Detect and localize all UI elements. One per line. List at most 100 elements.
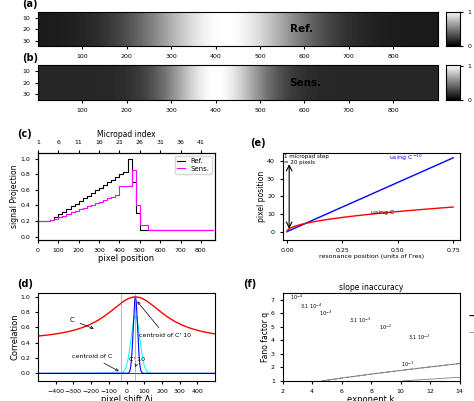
X-axis label: Micropad index: Micropad index xyxy=(97,130,156,139)
Ref. xyxy=(121,169,127,174)
Sens. xyxy=(55,215,61,219)
Text: centroid of C: centroid of C xyxy=(72,354,118,371)
Y-axis label: pixel position: pixel position xyxy=(256,171,265,222)
Text: (f): (f) xyxy=(244,279,257,289)
Text: 3.1 10$^{-3}$: 3.1 10$^{-3}$ xyxy=(349,316,371,325)
Text: 10$^{-3}$: 10$^{-3}$ xyxy=(319,309,332,318)
Sens. xyxy=(92,200,98,205)
Y-axis label: Fano factor q: Fano factor q xyxy=(261,312,270,362)
Sens. xyxy=(51,216,57,221)
Ref. xyxy=(104,180,110,185)
Legend: Ref., Sens.: Ref., Sens. xyxy=(174,156,212,174)
Sens. xyxy=(64,212,69,217)
Sens. xyxy=(165,228,171,233)
Ref. xyxy=(133,211,138,216)
Ref. xyxy=(35,219,41,223)
Sens. xyxy=(117,184,122,188)
Ref. xyxy=(182,228,187,233)
Ref. xyxy=(210,228,216,233)
Sens. xyxy=(198,228,204,233)
Line: Sens.: Sens. xyxy=(38,170,213,230)
Text: C' 10: C' 10 xyxy=(129,357,145,367)
Ref. xyxy=(149,228,155,233)
Ref. xyxy=(194,228,200,233)
Ref. xyxy=(190,228,196,233)
Sens. xyxy=(190,228,196,233)
Text: 3.1 10$^{-4}$: 3.1 10$^{-4}$ xyxy=(300,302,323,311)
Sens. xyxy=(182,228,187,233)
Text: 10$^{-1}$: 10$^{-1}$ xyxy=(401,360,414,369)
Text: (c): (c) xyxy=(17,130,31,140)
Sens. xyxy=(178,228,183,233)
Sens. xyxy=(125,184,130,188)
Sens. xyxy=(72,209,77,213)
Line: Ref.: Ref. xyxy=(38,159,213,230)
Sens. xyxy=(210,228,216,233)
Sens. xyxy=(88,202,94,207)
Sens. xyxy=(39,219,45,223)
Sens. xyxy=(133,203,138,208)
Y-axis label: signal Projection: signal Projection xyxy=(10,165,19,228)
Ref. xyxy=(186,228,191,233)
Ref. xyxy=(88,190,94,195)
Sens. xyxy=(194,228,200,233)
X-axis label: pixel position: pixel position xyxy=(99,255,155,263)
Ref. xyxy=(202,228,208,233)
Text: 3.1 10$^{-2}$: 3.1 10$^{-2}$ xyxy=(408,333,430,342)
Text: using C: using C xyxy=(371,210,394,215)
Text: 10$^{-4}$: 10$^{-4}$ xyxy=(290,292,303,302)
Ref. xyxy=(68,204,73,209)
Ref. xyxy=(96,185,102,190)
Ref. xyxy=(76,198,82,203)
Sens. xyxy=(149,228,155,233)
Ref. xyxy=(165,228,171,233)
Ref. xyxy=(129,180,135,184)
Ref. xyxy=(60,209,65,214)
Ref. xyxy=(153,228,159,233)
Sens. xyxy=(173,228,179,233)
Ref. xyxy=(92,188,98,193)
X-axis label: resonance position (units of Γres): resonance position (units of Γres) xyxy=(319,255,424,259)
Ref. xyxy=(55,212,61,217)
Ref. xyxy=(100,183,106,188)
Sens. xyxy=(186,228,191,233)
Ref. xyxy=(157,228,163,233)
Sens. xyxy=(35,219,41,223)
Text: (e): (e) xyxy=(251,138,266,148)
Ref. xyxy=(43,219,49,223)
Sens. xyxy=(96,199,102,204)
Ref. xyxy=(198,228,204,233)
Sens. xyxy=(129,168,135,173)
Text: (d): (d) xyxy=(17,279,33,289)
Sens. xyxy=(100,198,106,203)
Text: C: C xyxy=(70,317,93,329)
Ref. xyxy=(125,156,130,161)
Sens. xyxy=(157,228,163,233)
Ref. xyxy=(47,217,53,222)
Sens. xyxy=(112,193,118,198)
Ref. xyxy=(170,228,175,233)
Ref. xyxy=(141,228,147,233)
Text: 1 micropad step
= 20 pixels: 1 micropad step = 20 pixels xyxy=(284,154,329,165)
Sens. xyxy=(145,228,151,233)
Ref. xyxy=(178,228,183,233)
Title: slope inaccuracy: slope inaccuracy xyxy=(339,284,403,292)
Text: — C: — C xyxy=(469,328,474,337)
Sens. xyxy=(43,219,49,223)
Sens. xyxy=(137,223,143,227)
Ref. xyxy=(109,177,114,182)
Ref. xyxy=(161,228,167,233)
Ref. xyxy=(84,193,90,198)
Sens. xyxy=(202,228,208,233)
Sens. xyxy=(84,204,90,209)
Ref. xyxy=(72,201,77,206)
Sens. xyxy=(104,196,110,201)
Text: (a): (a) xyxy=(22,0,37,9)
Ref. xyxy=(64,207,69,211)
Sens. xyxy=(153,228,159,233)
Ref. xyxy=(112,175,118,180)
Y-axis label: Correlation: Correlation xyxy=(10,314,19,360)
Ref. xyxy=(117,172,122,177)
Sens. xyxy=(206,228,212,233)
Ref. xyxy=(39,219,45,223)
